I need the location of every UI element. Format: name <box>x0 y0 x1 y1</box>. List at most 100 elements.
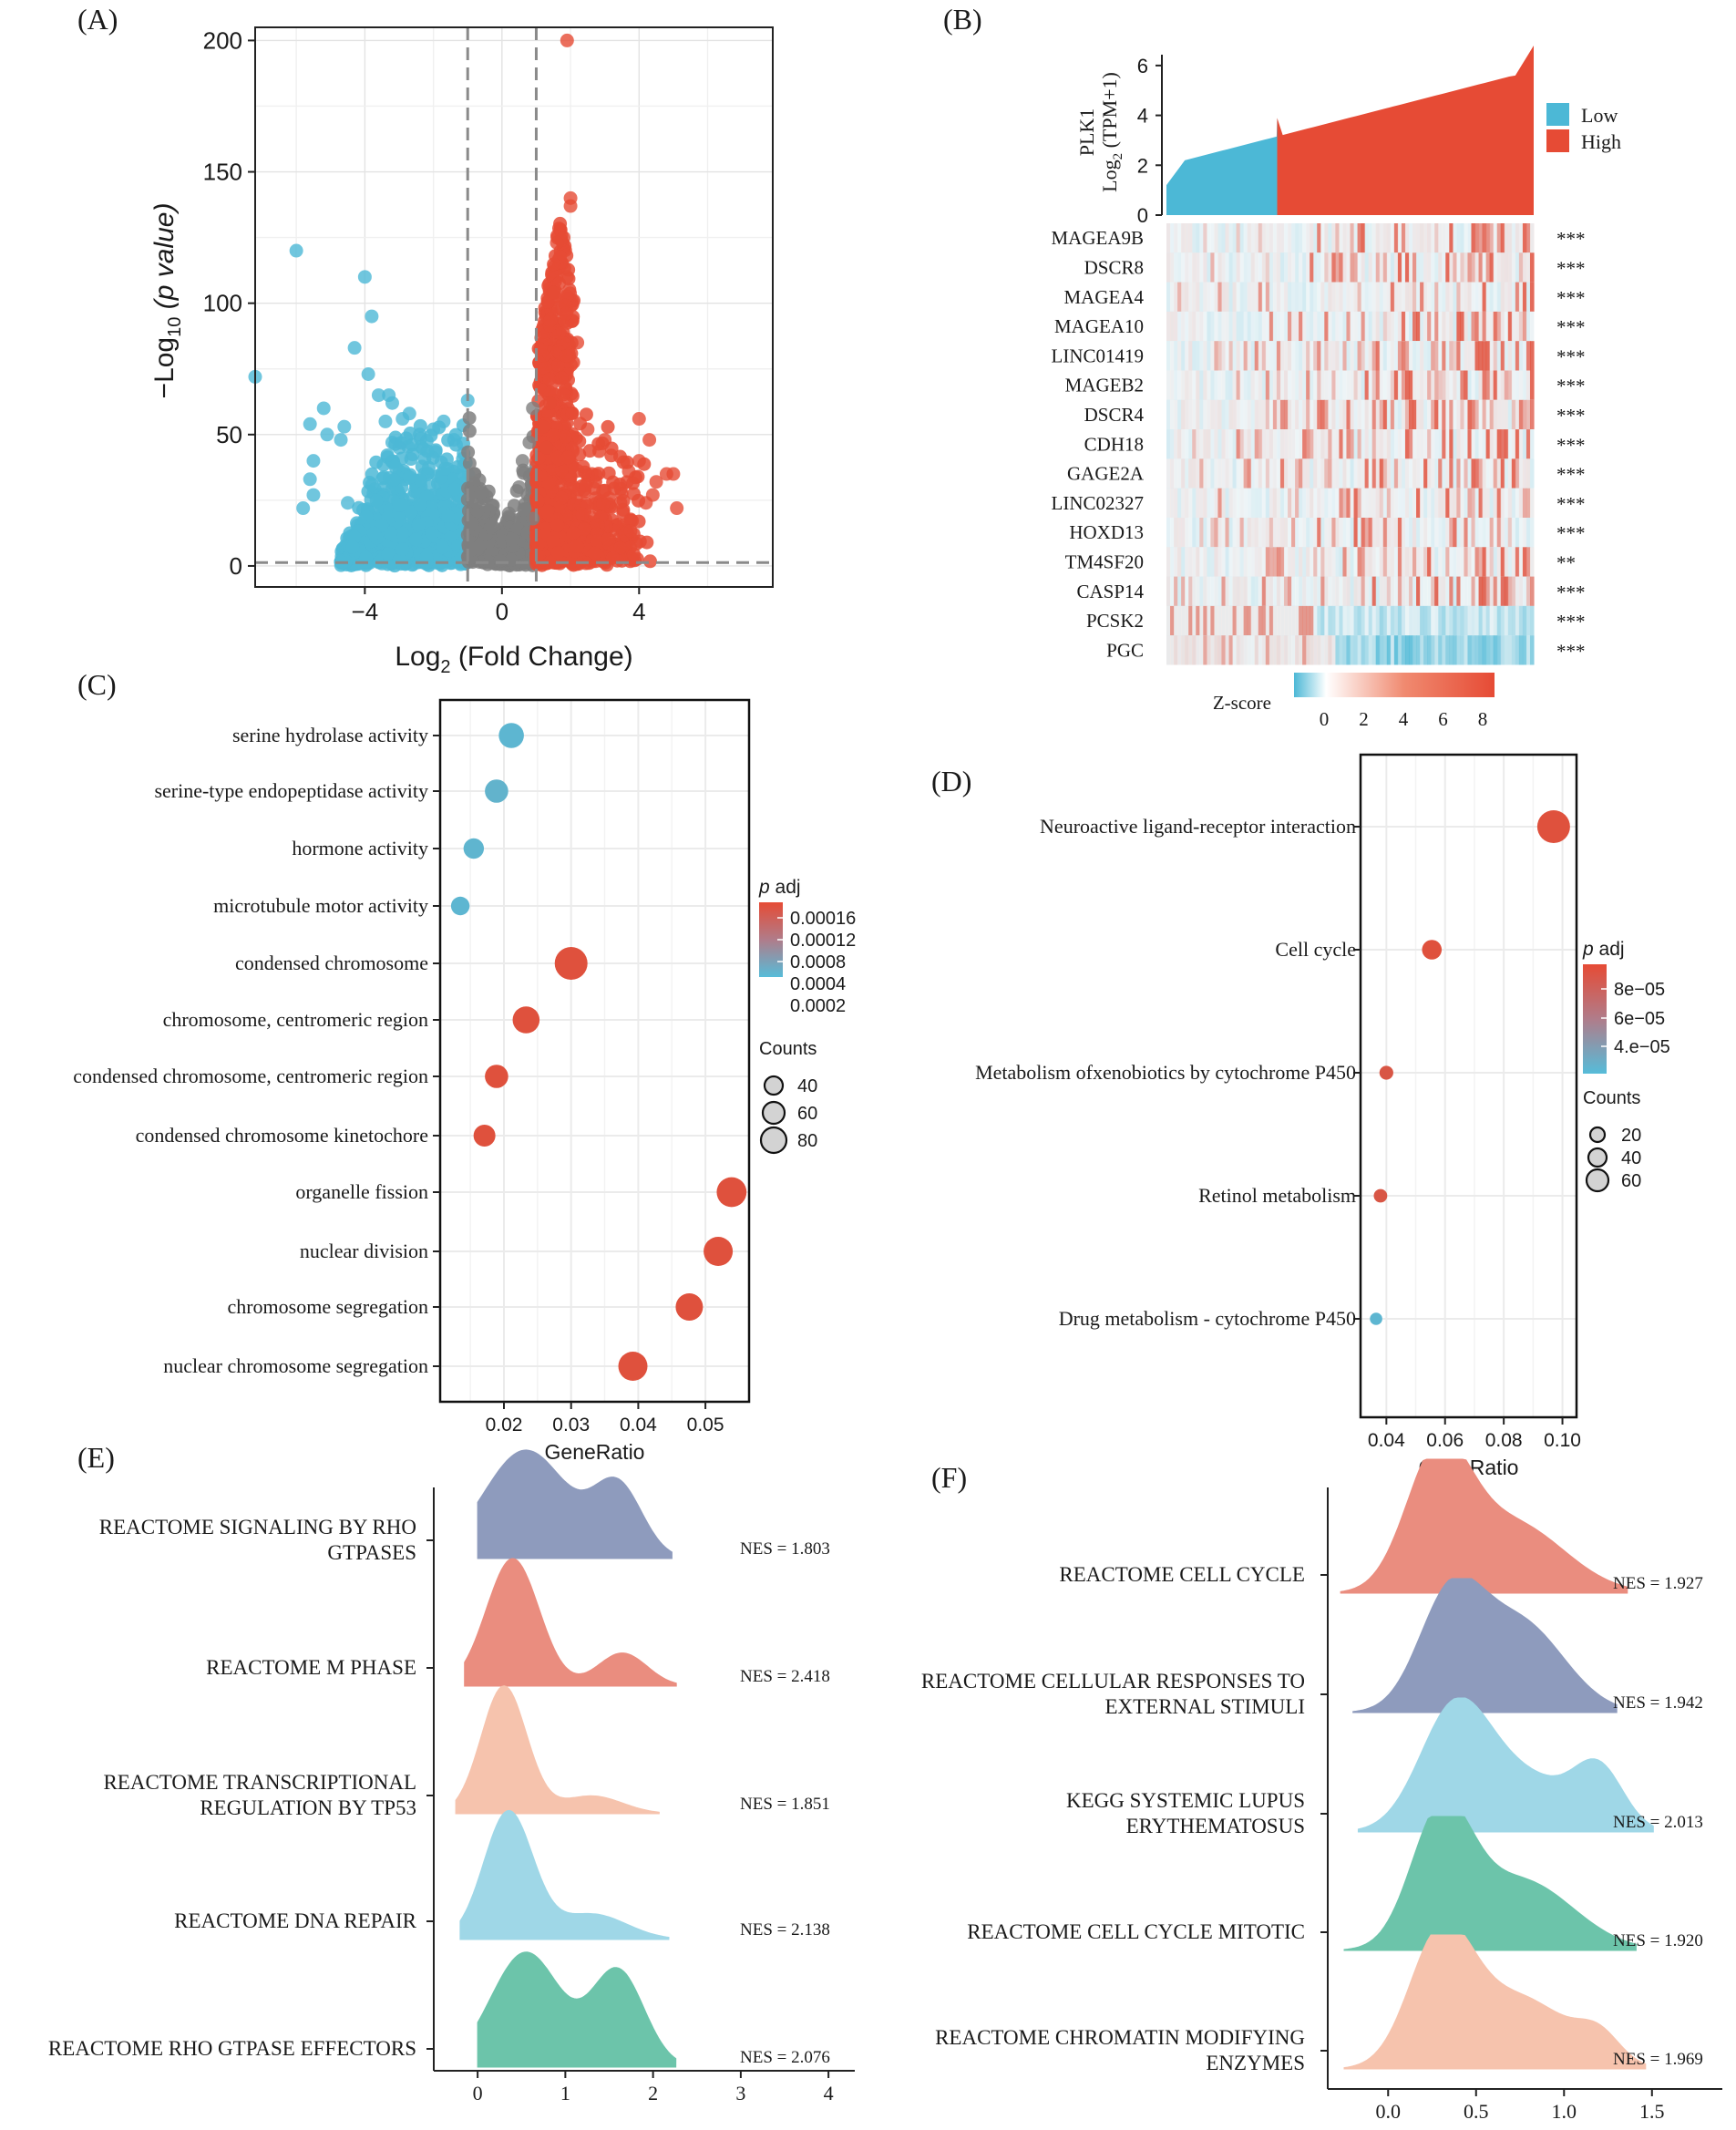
heatmap-cell <box>1306 488 1310 518</box>
heatmap-cell <box>1261 429 1267 459</box>
heatmap-cell <box>1302 311 1307 342</box>
heatmap-cell <box>1427 429 1432 459</box>
heatmap-cell <box>1393 429 1399 459</box>
nes-label: NES = 1.851 <box>740 1795 830 1814</box>
heatmap-cell <box>1522 547 1527 577</box>
heatmap-cell <box>1174 370 1178 400</box>
heatmap-cell <box>1207 311 1211 342</box>
heatmap-cell <box>1408 282 1413 312</box>
heatmap-cell <box>1353 518 1359 548</box>
heatmap-cell <box>1174 429 1178 459</box>
heatmap-cell <box>1507 399 1513 430</box>
color-legend-label: 0.0002 <box>790 996 846 1016</box>
y-axis-label: −Log10 (p value) <box>149 203 185 399</box>
heatmap-cell <box>1449 605 1454 636</box>
heatmap-cell <box>1276 282 1281 312</box>
heatmap-cell <box>1232 635 1238 665</box>
heatmap-cell <box>1324 576 1329 606</box>
heatmap-cell <box>1529 488 1535 518</box>
up-outlier-point <box>542 396 557 410</box>
heatmap-cell <box>1397 518 1402 548</box>
heatmap-cell <box>1427 282 1432 312</box>
heatmap-cell <box>1368 488 1373 518</box>
heatmap-cell <box>1166 252 1171 283</box>
color-legend-label: 4.e−05 <box>1614 1037 1670 1057</box>
heatmap-cell <box>1464 605 1469 636</box>
heatmap-cell <box>1482 429 1487 459</box>
heatmap-cell <box>1310 282 1314 312</box>
x-axis-label: GeneRatio <box>545 1440 645 1464</box>
heatmap-cell <box>1412 341 1417 371</box>
heatmap-cell <box>1236 547 1241 577</box>
heatmap-cell <box>1210 576 1215 606</box>
heatmap-cell <box>1478 458 1484 489</box>
heatmap-cell <box>1254 429 1259 459</box>
heatmap-cell <box>1474 547 1480 577</box>
heatmap-cell <box>1295 518 1299 548</box>
heatmap-cell <box>1453 223 1457 253</box>
up-point <box>601 466 616 480</box>
heatmap-cell <box>1496 223 1502 253</box>
heatmap-cell <box>1456 370 1461 400</box>
heatmap-cell <box>1339 576 1344 606</box>
heatmap-cell <box>1228 282 1234 312</box>
heatmap-cell <box>1471 341 1476 371</box>
heatmap-cell <box>1460 458 1465 489</box>
heatmap-cell <box>1371 282 1377 312</box>
down-outlier-point <box>337 419 352 434</box>
enrichment-dot <box>554 947 588 980</box>
gene-label: MAGEA4 <box>1064 286 1145 308</box>
heatmap-cell <box>1496 311 1502 342</box>
point-cloud <box>334 216 657 573</box>
heatmap-cell <box>1485 252 1491 283</box>
heatmap-cell <box>1299 252 1303 283</box>
heatmap-cell <box>1236 488 1241 518</box>
heatmap-cell <box>1382 429 1388 459</box>
enrichment-dot <box>618 1352 648 1381</box>
x-tick-label: −4 <box>352 598 379 625</box>
heatmap-cell <box>1478 547 1484 577</box>
heatmap-cell <box>1283 429 1289 459</box>
heatmap-cell <box>1236 311 1241 342</box>
heatmap-cell <box>1295 635 1299 665</box>
heatmap-cell <box>1272 488 1278 518</box>
heatmap-cell <box>1174 311 1178 342</box>
enrichment-dot <box>463 838 485 859</box>
up-outlier-point <box>632 412 646 427</box>
heatmap-cell <box>1302 223 1307 253</box>
heatmap-cell <box>1207 547 1211 577</box>
up-point <box>554 490 569 505</box>
heatmap-cell <box>1291 547 1296 577</box>
heatmap-cell <box>1478 311 1484 342</box>
heatmap-cell <box>1518 341 1524 371</box>
heatmap-cell <box>1199 223 1204 253</box>
colorbar-tick-label: 4 <box>1399 708 1409 730</box>
heatmap-cell <box>1529 429 1535 459</box>
heatmap-cell <box>1335 399 1341 430</box>
up-point <box>590 534 604 549</box>
down-point <box>347 530 362 544</box>
heatmap-cell <box>1515 488 1520 518</box>
heatmap-cell <box>1368 605 1373 636</box>
heatmap-cell <box>1188 547 1193 577</box>
heatmap-cell <box>1416 488 1421 518</box>
heatmap-cell <box>1474 429 1480 459</box>
heatmap-cell <box>1188 370 1193 400</box>
term-label: Retinol metabolism <box>1198 1184 1356 1207</box>
heatmap-cell <box>1269 547 1274 577</box>
heatmap-cell <box>1247 282 1252 312</box>
heatmap-cell <box>1489 252 1495 283</box>
heatmap-cell <box>1404 635 1410 665</box>
heatmap-cell <box>1320 547 1325 577</box>
heatmap-cell <box>1181 399 1186 430</box>
x-tick-label: 0.08 <box>1485 1430 1523 1451</box>
heatmap-cell <box>1335 488 1341 518</box>
heatmap-cell <box>1185 605 1189 636</box>
heatmap-cell <box>1518 252 1524 283</box>
x-tick-label: 0.05 <box>687 1415 724 1435</box>
heatmap-cell <box>1272 547 1278 577</box>
heatmap-cell <box>1324 635 1329 665</box>
heatmap-cell <box>1449 399 1454 430</box>
gene-label: HOXD13 <box>1069 521 1144 543</box>
